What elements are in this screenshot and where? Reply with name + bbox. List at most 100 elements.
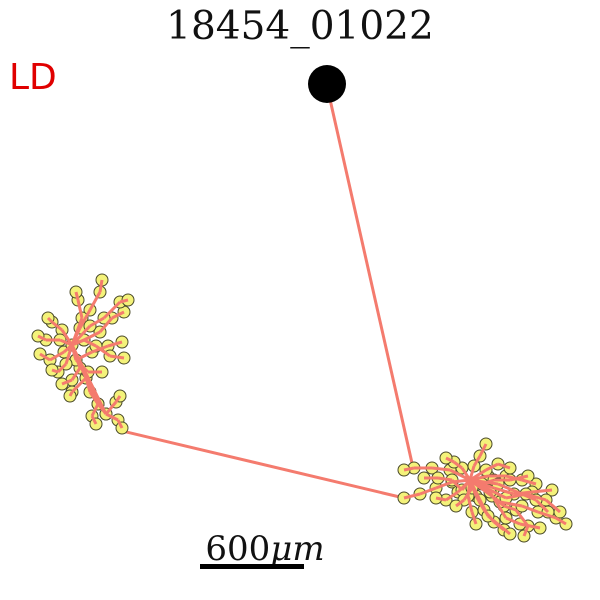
branch-segment — [445, 490, 459, 502]
branch-segment — [56, 362, 68, 374]
branch-segment — [488, 491, 508, 519]
branch-segment — [39, 352, 51, 362]
branch-segment — [70, 317, 84, 346]
branch-segment — [90, 415, 98, 425]
branch-segment — [450, 478, 464, 492]
branch-segment — [102, 300, 122, 320]
branch-segment — [51, 368, 59, 374]
branch-segment — [521, 478, 537, 486]
branch-segment — [70, 367, 82, 381]
branch-segment — [472, 455, 482, 467]
branch-segment — [519, 522, 541, 530]
branch-segment — [449, 468, 471, 482]
scale-bar — [200, 564, 304, 569]
branch-segment — [98, 279, 104, 293]
scale-number: 600 — [205, 529, 271, 569]
figure-title: 18454_01022 — [166, 4, 434, 49]
branch-segment — [466, 495, 474, 513]
branch-segment — [453, 460, 463, 470]
branch-segment — [525, 492, 547, 502]
branch-segment — [503, 504, 517, 512]
branch-segment — [70, 324, 92, 347]
branch-segment — [435, 480, 453, 490]
branch-segment — [116, 419, 124, 429]
branch-segment — [522, 525, 530, 537]
branch-segment — [403, 492, 421, 500]
branch-segment — [460, 467, 472, 481]
branch-segment — [109, 354, 125, 360]
branch-segment — [478, 499, 490, 517]
branch-segment — [403, 466, 415, 472]
branch-segment — [64, 344, 74, 365]
scale-unit: μm — [270, 529, 325, 569]
branch-segment — [545, 498, 561, 514]
projection-lines — [117, 85, 416, 500]
soma — [308, 65, 346, 103]
branch-segment — [104, 401, 118, 415]
branch-segment — [469, 478, 491, 494]
branch-segment — [83, 330, 101, 342]
branch-segment — [468, 479, 482, 501]
branch-segment — [497, 482, 537, 502]
branch-segment — [59, 338, 73, 347]
branch-segment — [445, 456, 455, 464]
branch-segment — [88, 291, 102, 311]
branch-segment — [76, 299, 84, 319]
branch-segment — [68, 391, 74, 397]
branch-segment — [514, 509, 530, 527]
branch-segment — [78, 309, 92, 329]
branch-segment — [46, 316, 54, 324]
branch-segment — [478, 443, 488, 457]
branch-segment — [468, 465, 476, 481]
branch-lines — [37, 279, 129, 429]
branch-segment — [107, 340, 123, 348]
branch-segment — [49, 350, 65, 362]
left-arbor-cluster — [31, 273, 135, 435]
branch-segment — [470, 511, 478, 525]
branch-segment — [74, 291, 80, 301]
branch-segment — [37, 334, 47, 342]
branch-segment — [89, 316, 105, 328]
branch-segment — [469, 468, 487, 482]
branch-segment — [119, 298, 129, 304]
branch-segment — [111, 310, 125, 320]
right-arbor-cluster — [397, 437, 573, 543]
branch-segment — [114, 395, 122, 403]
branch-segment — [51, 320, 63, 332]
branch-segment — [485, 462, 499, 472]
branch-segment — [521, 504, 539, 514]
branch-segment — [61, 378, 73, 386]
branch-segment — [70, 376, 88, 394]
branch-segment — [505, 516, 521, 526]
branch-segment — [487, 514, 511, 536]
branch-segment — [534, 498, 550, 514]
branch-segment — [537, 510, 557, 520]
branch-segment — [437, 476, 453, 482]
branch-segment — [71, 338, 85, 347]
branch-segment — [509, 474, 529, 482]
branch-segment — [98, 317, 114, 333]
corner-tag: LD — [9, 57, 57, 98]
branch-segment — [435, 496, 447, 502]
branch-lines — [403, 443, 567, 537]
branch-segment — [493, 486, 515, 496]
soma-to-right-arbor-line — [325, 85, 416, 473]
scale-label: 600μm — [190, 527, 340, 571]
branch-segment — [60, 329, 74, 346]
branch-segment — [555, 516, 567, 526]
branch-segment — [431, 466, 451, 472]
branch-nodes — [31, 273, 135, 435]
branch-segment — [83, 338, 97, 348]
branch-segment — [460, 479, 472, 491]
branch-segment — [469, 478, 499, 486]
branch-segment — [95, 344, 111, 358]
branch-segment — [499, 500, 523, 508]
branch-segment — [90, 403, 100, 417]
right-arbor-to-left-arbor-line — [117, 428, 405, 500]
branch-segment — [531, 488, 553, 494]
branch-segment — [462, 487, 474, 501]
branch-segment — [497, 462, 511, 470]
branch-segment — [419, 486, 437, 496]
branch-segment — [74, 358, 90, 374]
